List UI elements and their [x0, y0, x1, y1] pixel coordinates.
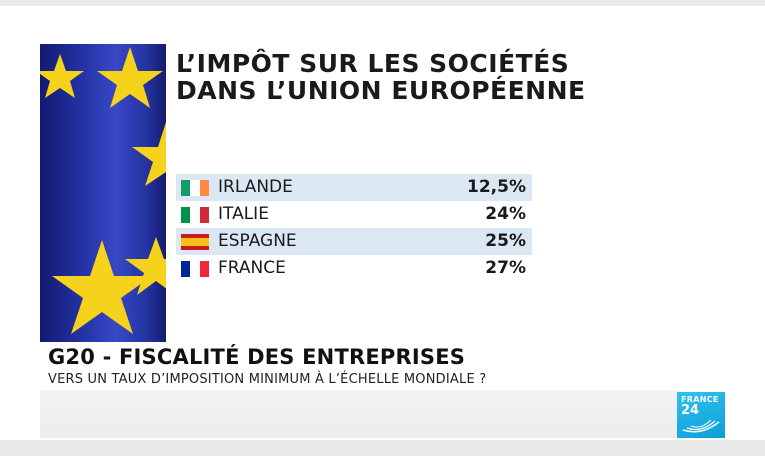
value-label: 24%	[485, 204, 526, 224]
country-label: IRLANDE	[218, 177, 293, 197]
table-row: ESPAGNE 25%	[176, 228, 532, 255]
logo-text-24: 24	[681, 403, 700, 418]
chart-title-line-1: L’IMPÔT SUR LES SOCIÉTÉS	[176, 49, 570, 78]
value-label: 12,5%	[467, 177, 526, 197]
logo-swoosh-icon	[682, 419, 720, 433]
lower-third-band	[40, 390, 680, 438]
eu-stars-graphic	[40, 47, 166, 334]
france-flag-icon	[181, 261, 209, 277]
italy-flag-icon	[181, 207, 209, 223]
spain-flag-icon	[181, 234, 209, 250]
tax-rate-table: IRLANDE 12,5% ITALIE 24% ESPAGNE 25% FRA…	[176, 174, 532, 282]
table-row: ITALIE 24%	[176, 201, 532, 228]
lower-third-headline: G20 - FISCALITÉ DES ENTREPRISES	[48, 345, 466, 369]
lower-third-subheadline: VERS UN TAUX D’IMPOSITION MINIMUM À L’ÉC…	[48, 372, 487, 387]
star-icon	[132, 122, 166, 186]
table-row: FRANCE 27%	[176, 255, 532, 282]
value-label: 25%	[485, 231, 526, 251]
table-row: IRLANDE 12,5%	[176, 174, 532, 201]
chart-title-line-2: DANS L’UNION EUROPÉENNE	[176, 76, 586, 105]
country-label: ITALIE	[218, 204, 269, 224]
value-label: 27%	[485, 258, 526, 278]
bottom-frame	[0, 440, 765, 456]
country-label: FRANCE	[218, 258, 286, 278]
france24-logo: FRANCE 24	[677, 392, 725, 438]
chart-title: L’IMPÔT SUR LES SOCIÉTÉS DANS L’UNION EU…	[176, 50, 736, 104]
star-icon	[97, 47, 163, 108]
logo-text-france: FRANCE	[681, 395, 719, 404]
star-icon	[40, 54, 84, 98]
country-label: ESPAGNE	[218, 231, 297, 251]
star-icon	[125, 237, 166, 295]
star-icon	[52, 240, 152, 334]
ireland-flag-icon	[181, 180, 209, 196]
eu-flag-image	[40, 44, 166, 342]
top-frame	[0, 0, 765, 6]
